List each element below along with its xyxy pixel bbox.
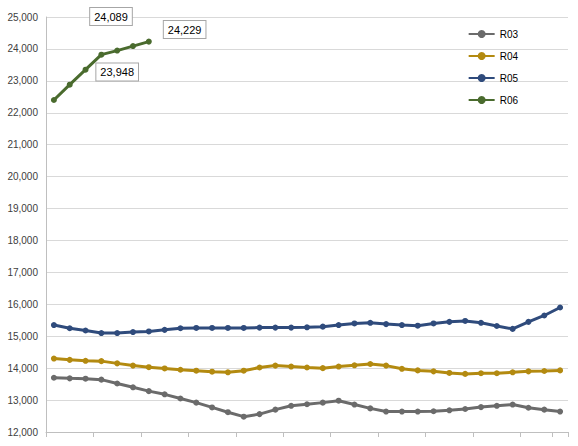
svg-text:R04: R04: [500, 51, 519, 62]
svg-text:24,089: 24,089: [94, 11, 128, 23]
svg-text:R06: R06: [500, 95, 519, 106]
svg-text:19,000: 19,000: [7, 203, 38, 214]
svg-text:22,000: 22,000: [7, 107, 38, 118]
svg-text:17,000: 17,000: [7, 267, 38, 278]
svg-text:R03: R03: [500, 29, 519, 40]
svg-text:24,000: 24,000: [7, 43, 38, 54]
svg-text:13,000: 13,000: [7, 395, 38, 406]
svg-text:16,000: 16,000: [7, 299, 38, 310]
svg-text:R05: R05: [500, 73, 519, 84]
svg-text:18,000: 18,000: [7, 235, 38, 246]
svg-text:21,000: 21,000: [7, 139, 38, 150]
svg-text:14,000: 14,000: [7, 363, 38, 374]
svg-text:20,000: 20,000: [7, 171, 38, 182]
svg-text:23,000: 23,000: [7, 75, 38, 86]
svg-text:25,000: 25,000: [7, 12, 38, 23]
svg-text:15,000: 15,000: [7, 331, 38, 342]
svg-text:23,948: 23,948: [100, 66, 134, 78]
svg-text:24,229: 24,229: [168, 24, 202, 36]
svg-text:12,000: 12,000: [7, 427, 38, 438]
